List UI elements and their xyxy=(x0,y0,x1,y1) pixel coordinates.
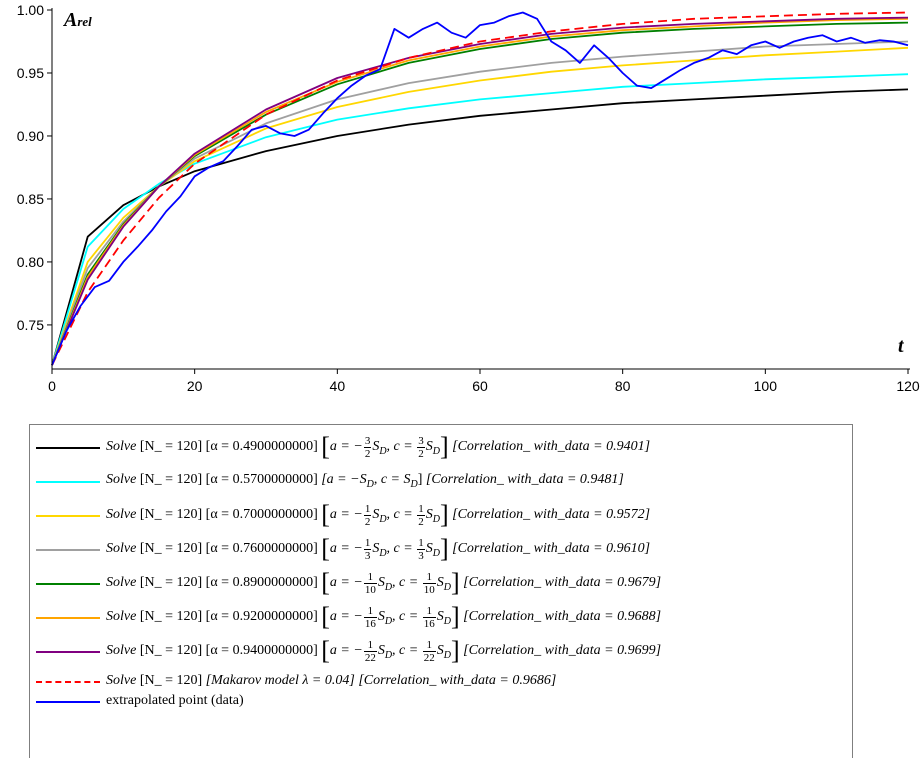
legend-swatch xyxy=(36,583,100,585)
legend-entry: Solve [N_ = 120] [α = 0.9400000000] [a =… xyxy=(30,636,852,665)
series-line-1 xyxy=(51,73,909,366)
legend-swatch xyxy=(36,515,100,517)
series-layer xyxy=(51,11,909,366)
legend-entry: Solve [N_ = 120] [α = 0.4900000000] [a =… xyxy=(30,432,852,461)
legend-label: extrapolated point (data) xyxy=(106,693,244,708)
y-axis-title-main: A xyxy=(62,9,77,31)
x-tick-label: 120 xyxy=(896,378,920,394)
y-tick-label: 1.00 xyxy=(17,2,44,18)
x-tick-label: 0 xyxy=(48,378,56,394)
legend-swatch xyxy=(36,651,100,653)
tick-layer: 0 20 40 60 80 100 120 0.75 0.80 0.85 0.90 0.95 1.00 xyxy=(17,2,920,394)
legend-swatch xyxy=(36,549,100,551)
legend-label: Solve [N_ = 120] [α = 0.9400000000] [a =… xyxy=(106,636,662,665)
legend-swatch xyxy=(36,617,100,619)
y-tick-label: 0.80 xyxy=(17,254,44,270)
y-axis-title: Arel xyxy=(62,9,92,31)
legend: Solve [N_ = 120] [α = 0.4900000000] [a =… xyxy=(29,424,853,758)
y-axis-title-sub: rel xyxy=(77,14,92,29)
series-line-8 xyxy=(51,11,909,366)
x-tick-label: 20 xyxy=(187,378,203,394)
legend-swatch xyxy=(36,481,100,483)
x-tick-label: 100 xyxy=(754,378,778,394)
y-tick-label: 0.85 xyxy=(17,191,44,207)
series-line-4 xyxy=(51,21,909,366)
legend-label: Solve [N_ = 120] [Makarov model λ = 0.04… xyxy=(106,673,557,688)
legend-entry: Solve [N_ = 120] [α = 0.7000000000] [a =… xyxy=(30,500,852,529)
legend-label: Solve [N_ = 120] [α = 0.5700000000] [a =… xyxy=(106,472,624,490)
legend-swatch xyxy=(36,701,100,703)
x-tick-label: 80 xyxy=(615,378,631,394)
legend-entry: extrapolated point (data) xyxy=(30,689,852,713)
x-tick-label: 60 xyxy=(472,378,488,394)
y-tick-label: 0.75 xyxy=(17,317,44,333)
series-line-0 xyxy=(51,88,909,366)
series-line-7 xyxy=(51,11,909,366)
legend-entry: Solve [N_ = 120] [α = 0.9200000000] [a =… xyxy=(30,602,852,631)
legend-label: Solve [N_ = 120] [α = 0.7000000000] [a =… xyxy=(106,500,651,529)
legend-swatch xyxy=(36,447,100,449)
series-line-6 xyxy=(51,16,909,366)
chart-plot: 0 20 40 60 80 100 1200.750.800.850.900.951.00 … xyxy=(17,2,920,394)
legend-label: Solve [N_ = 120] [α = 0.9200000000] [a =… xyxy=(106,602,662,631)
legend-entry: Solve [N_ = 120] [Makarov model λ = 0.04… xyxy=(30,669,852,693)
legend-label: Solve [N_ = 120] [α = 0.7600000000] [a =… xyxy=(106,534,651,563)
series-line-2 xyxy=(51,46,909,366)
y-tick-label: 0.90 xyxy=(17,128,44,144)
y-tick-label: 0.95 xyxy=(17,65,44,81)
x-tick-label: 40 xyxy=(330,378,346,394)
legend-label: Solve [N_ = 120] [α = 0.4900000000] [a =… xyxy=(106,432,651,461)
legend-label: Solve [N_ = 120] [α = 0.8900000000] [a =… xyxy=(106,568,662,597)
series-line-5 xyxy=(51,17,909,366)
legend-entry: Solve [N_ = 120] [α = 0.8900000000] [a =… xyxy=(30,568,852,597)
series-line-3 xyxy=(51,40,909,366)
legend-entry: Solve [N_ = 120] [α = 0.7600000000] [a =… xyxy=(30,534,852,563)
legend-swatch xyxy=(36,681,100,683)
legend-entry: Solve [N_ = 120] [α = 0.5700000000] [a =… xyxy=(30,469,852,493)
x-axis-title: t xyxy=(898,335,905,357)
